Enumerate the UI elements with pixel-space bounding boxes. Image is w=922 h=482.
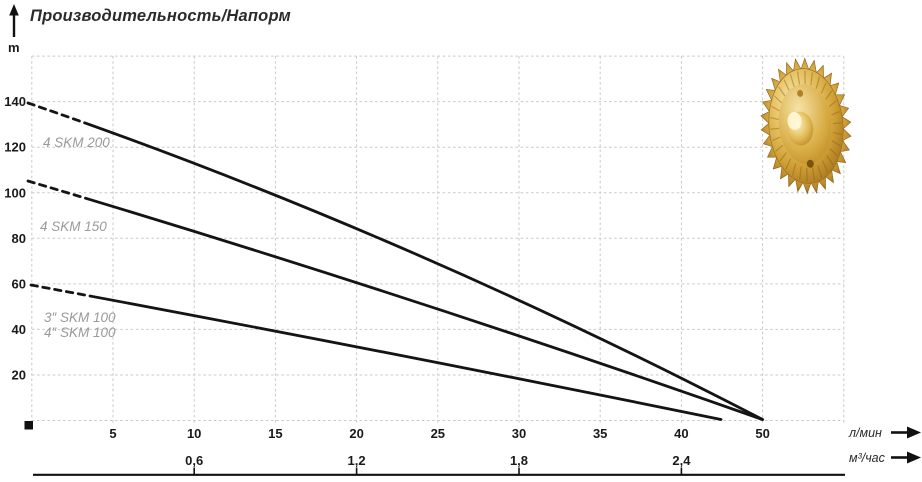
x2-tick-label: 1,2 — [348, 453, 366, 468]
y-tick-label: 80 — [12, 231, 26, 246]
impeller-vane-line — [820, 82, 827, 94]
y-tick-label: 140 — [4, 94, 26, 109]
y-tick-label: 40 — [12, 322, 26, 337]
impeller-vane-line — [826, 155, 834, 166]
x-tick-label: 40 — [674, 426, 688, 441]
impeller-vane-line — [799, 166, 802, 180]
y-axis-unit: m — [8, 40, 20, 55]
impeller-vane-line — [775, 144, 784, 152]
impeller-vane-line — [832, 122, 842, 125]
curve-series-1 — [90, 198, 764, 421]
series-label: 3″ SKM 100 — [44, 310, 116, 325]
x-tick-label: 30 — [512, 426, 526, 441]
impeller-vane-line — [811, 167, 816, 181]
impeller-vane-line — [810, 72, 813, 86]
impeller-vane-line — [779, 152, 787, 162]
grid — [31, 55, 845, 424]
x2-tick-label: 2,4 — [672, 453, 691, 468]
y-tick-label: 100 — [4, 185, 26, 200]
y-tick-label: 20 — [12, 367, 26, 382]
axes: m 20 40 60 80 100 120 140 5 10 15 20 25 30 35 40 50 0,6 1,… — [4, 4, 921, 476]
right-arrow-icon — [907, 426, 921, 439]
impeller-vane-line — [774, 95, 783, 104]
impeller-wheel — [760, 57, 852, 195]
y-tick-label: 120 — [4, 140, 26, 155]
curve-dashed-segment — [26, 179, 90, 202]
page-title: Производительность/Напорм — [30, 7, 291, 25]
impeller-vane-line — [822, 160, 829, 173]
impeller-vane-line — [829, 148, 838, 157]
x2-tick-label: 1,8 — [510, 453, 528, 468]
series-label: 4 SKM 150 — [40, 219, 107, 234]
impeller-vane-line — [817, 164, 823, 178]
impeller-vane-line — [783, 79, 790, 92]
impeller-vane-line — [789, 74, 795, 88]
impeller-screw — [797, 89, 804, 97]
series-label: 4 SKM 200 — [43, 135, 110, 150]
impeller-vane-line — [804, 70, 806, 85]
origin-marker — [24, 421, 33, 430]
impeller-vane-line — [796, 71, 801, 85]
x-tick-label: 5 — [109, 426, 116, 441]
curve-series-0 — [90, 123, 764, 421]
y-tick-label: 60 — [12, 276, 26, 291]
x-axis-unit-label: м³/час — [849, 451, 886, 465]
x-tick-label: 25 — [431, 426, 445, 441]
x-axis-unit-label: л/мин — [848, 426, 882, 440]
impeller-vane-line — [785, 158, 792, 170]
x-tick-label: 35 — [593, 426, 607, 441]
impeller-vane-line — [770, 116, 780, 121]
x-tick-label: 15 — [268, 426, 282, 441]
impeller-vane-line — [825, 90, 833, 100]
series-label: 4″ SKM 100 — [44, 325, 116, 340]
impeller-vane-line — [806, 167, 808, 182]
impeller-vane-line — [770, 127, 780, 130]
impeller-vane-line — [831, 110, 840, 116]
impeller-vane-line — [832, 131, 842, 136]
impeller-vane-line — [778, 86, 786, 97]
impeller-vane-line — [772, 136, 781, 142]
curve-dashed-segment — [26, 101, 90, 127]
x-tick-label: 10 — [187, 426, 201, 441]
x-tick-label: 20 — [349, 426, 363, 441]
x2-tick-label: 0,6 — [185, 453, 203, 468]
right-arrow-icon — [907, 451, 921, 464]
y-axis-arrow-icon — [9, 4, 19, 16]
impeller-highlight — [787, 111, 802, 130]
impeller-vane-line — [828, 100, 837, 108]
impeller-vane-line — [831, 140, 841, 147]
impeller-vane-line — [791, 163, 797, 176]
impeller-vane-line — [771, 105, 781, 112]
impeller-image — [760, 57, 852, 195]
x-tick-label: 50 — [755, 426, 769, 441]
curve-series-2 — [92, 294, 723, 421]
impeller-hole — [806, 159, 814, 168]
impeller-vane-line — [815, 76, 821, 89]
